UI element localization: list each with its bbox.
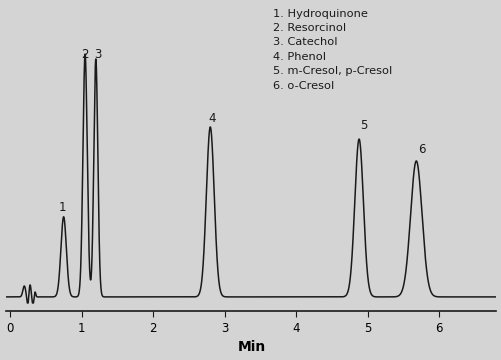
X-axis label: Min: Min — [237, 341, 265, 355]
Text: 1: 1 — [59, 201, 66, 214]
Text: 6: 6 — [417, 143, 424, 156]
Text: 2: 2 — [81, 48, 89, 62]
Text: 3: 3 — [94, 48, 102, 62]
Text: 5: 5 — [360, 119, 367, 132]
Text: 1. Hydroquinone
2. Resorcinol
3. Catechol
4. Phenol
5. m-Cresol, p-Cresol
6. o-C: 1. Hydroquinone 2. Resorcinol 3. Catecho… — [273, 9, 392, 91]
Text: 4: 4 — [208, 112, 216, 125]
